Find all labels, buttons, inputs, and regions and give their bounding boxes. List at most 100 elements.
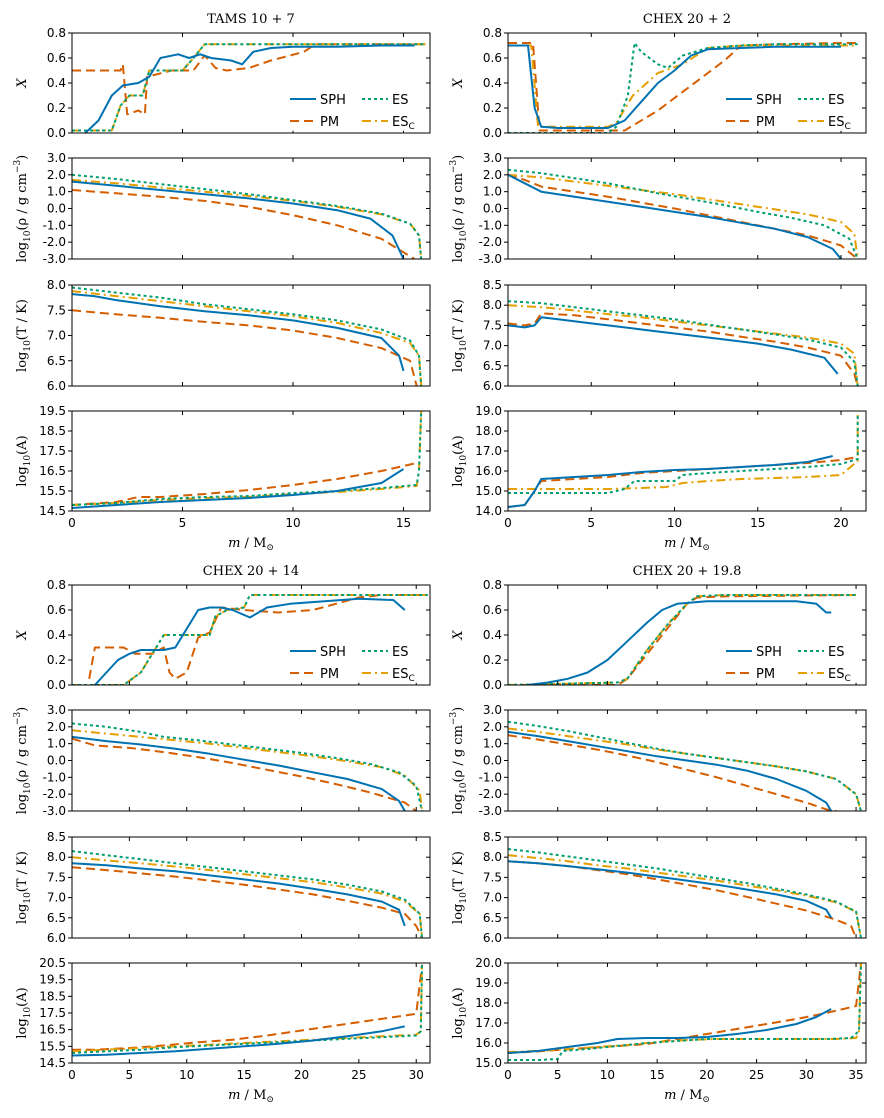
- y-tick-label: 18.0: [475, 996, 502, 1010]
- panel-title: CHEX 20 + 14: [203, 564, 299, 579]
- subplot-rho: -3.0 -2.0 -1.0 0.0 1.0 2.0 3.0 log10(ρ / g cm−3…: [449, 703, 867, 818]
- series-es-c-line: [508, 854, 862, 938]
- y-axis-title: log10(A): [451, 435, 469, 486]
- subplot-X: 0.0 0.2 0.4 0.6 0.8 X SPH ES PM ESC: [451, 26, 867, 140]
- y-tick-label: 0.2: [47, 101, 66, 115]
- y-tick-label: -1.0: [43, 218, 66, 232]
- x-tick-label: 5: [179, 516, 187, 530]
- legend-es-label: ES: [828, 645, 844, 660]
- y-tick-label: 0.2: [47, 653, 66, 667]
- x-tick-label: 5: [126, 1068, 134, 1082]
- series-es-line: [508, 168, 859, 259]
- legend-es-label: ES: [392, 645, 408, 660]
- y-tick-label: 0.0: [47, 202, 66, 216]
- x-tick-label: 10: [600, 1068, 615, 1082]
- legend-es-c-label: ESC: [392, 667, 415, 684]
- y-tick-label: 6.5: [483, 911, 502, 925]
- subplot-rho: -3.0 -2.0 -1.0 0.0 1.0 2.0 3.0 log10(ρ / g cm−3…: [13, 703, 431, 818]
- y-tick-label: 8.5: [483, 830, 502, 844]
- y-tick-label: 2.0: [47, 168, 66, 182]
- y-axis-title: log10(ρ / g cm−3): [13, 707, 33, 815]
- subplot-X: 0.0 0.2 0.4 0.6 0.8 X SPH ES PM ESC: [451, 578, 867, 692]
- y-tick-label: 17.5: [39, 1006, 66, 1020]
- series-sph-line: [508, 173, 842, 259]
- y-tick-label: 14.5: [39, 1056, 66, 1070]
- series-pm-line: [508, 594, 857, 685]
- series-sph-line: [508, 316, 839, 375]
- legend-pm-label: PM: [756, 667, 775, 682]
- y-tick-label: 0.6: [483, 603, 502, 617]
- panel-2: CHEX 20 + 2 0.0 0.2 0.4 0.6 0.8 X SPH ES PM ESC -3.…: [449, 12, 867, 553]
- y-axis-title: X: [15, 630, 30, 641]
- axes-frame: [507, 962, 867, 1064]
- series-es-line: [72, 594, 428, 685]
- y-axis-title: X: [15, 78, 30, 89]
- y-tick-label: 16.0: [475, 464, 502, 478]
- y-axis-title: log10(A): [15, 435, 33, 486]
- y-tick-label: 0.4: [483, 76, 502, 90]
- series-es-line: [72, 964, 423, 1054]
- y-tick-label: 0.0: [483, 126, 502, 140]
- series-sph-line: [84, 44, 415, 133]
- y-tick-label: 8.0: [47, 278, 66, 292]
- y-tick-label: 7.0: [47, 891, 66, 905]
- subplot-rho: -3.0 -2.0 -1.0 0.0 1.0 2.0 3.0 log10(ρ / g cm−3…: [449, 151, 867, 266]
- y-tick-label: 0.2: [483, 653, 502, 667]
- series-es-line: [72, 411, 423, 506]
- panel-3: CHEX 20 + 14 0.0 0.2 0.4 0.6 0.8 X SPH ES PM ESC -3…: [13, 564, 431, 1105]
- series-es-line: [508, 300, 859, 386]
- y-tick-label: 18.0: [475, 424, 502, 438]
- x-tick-label: 30: [409, 1068, 424, 1082]
- y-tick-label: 17.0: [475, 1016, 502, 1030]
- legend: SPH ES PM ESC: [720, 87, 862, 132]
- legend-es-c-label: ESC: [392, 115, 415, 132]
- x-tick-label: 15: [750, 516, 765, 530]
- y-tick-label: 6.0: [47, 379, 66, 393]
- x-tick-label: 10: [285, 516, 300, 530]
- legend-sph-label: SPH: [320, 645, 346, 660]
- x-axis-title: m / M⊙: [228, 536, 274, 553]
- axes-frame: [507, 410, 867, 512]
- series-es-c-line: [508, 727, 862, 811]
- subplot-A: 14.5 15.5 16.5 17.5 18.5 19.5 20.5 0 5 10 15 20 25 30…: [15, 956, 431, 1082]
- series-pm-line: [72, 462, 417, 506]
- y-tick-label: 0.0: [47, 126, 66, 140]
- y-tick-label: -1.0: [479, 770, 502, 784]
- series-es-line: [508, 415, 859, 494]
- y-tick-label: 16.0: [475, 1036, 502, 1050]
- y-axis-title: log10(ρ / g cm−3): [449, 707, 469, 815]
- legend-pm-label: PM: [756, 115, 775, 130]
- y-axis-title: log10(T / K): [15, 851, 33, 924]
- y-axis-title: log10(ρ / g cm−3): [449, 155, 469, 263]
- x-tick-label: 0: [504, 1068, 512, 1082]
- subplot-X: 0.0 0.2 0.4 0.6 0.8 X SPH ES PM ESC: [15, 26, 431, 140]
- y-tick-label: 0.6: [47, 603, 66, 617]
- series-es-c-line: [72, 178, 423, 259]
- series-es-line: [508, 963, 862, 1061]
- y-tick-label: 6.5: [47, 354, 66, 368]
- series-sph-line: [72, 735, 406, 811]
- y-tick-label: -1.0: [479, 218, 502, 232]
- legend: SPH ES PM ESC: [284, 87, 426, 132]
- series-sph-line: [72, 468, 405, 509]
- x-tick-label: 0: [504, 516, 512, 530]
- y-tick-label: 0.4: [483, 628, 502, 642]
- y-tick-label: 18.5: [39, 424, 66, 438]
- y-tick-label: 15.0: [475, 484, 502, 498]
- y-tick-label: 6.5: [483, 359, 502, 373]
- y-tick-label: 6.0: [483, 379, 502, 393]
- y-tick-label: 19.0: [475, 404, 502, 418]
- axes-frame: [507, 836, 867, 939]
- series-pm-line: [72, 309, 418, 386]
- y-tick-label: 7.5: [483, 870, 502, 884]
- x-tick-label: 5: [587, 516, 595, 530]
- panel-title: CHEX 20 + 19.8: [633, 564, 742, 579]
- series-sph-line: [508, 455, 833, 508]
- series-pm-line: [508, 734, 837, 811]
- y-tick-label: 17.5: [39, 444, 66, 458]
- y-tick-label: 2.0: [483, 720, 502, 734]
- series-es-line: [72, 722, 423, 811]
- y-axis-title: X: [451, 78, 466, 89]
- y-tick-label: -3.0: [479, 252, 502, 266]
